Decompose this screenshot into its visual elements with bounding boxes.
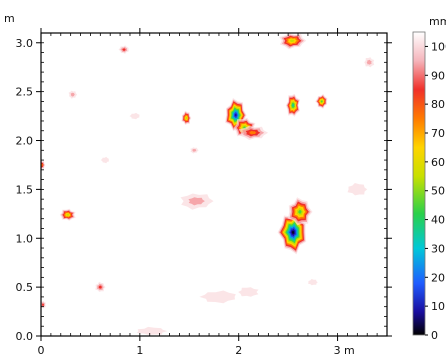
colorbar-tick-label: 80: [431, 98, 445, 111]
heatmap-feature: [59, 208, 76, 221]
colorbar-tick-label: 20: [431, 271, 445, 284]
axis-ticks: 0 1 2 3 m 0.0 0.5 1.0 1.5 2.0 2.5 3.0: [16, 28, 392, 356]
heatmap-contour: [290, 39, 295, 43]
heatmap-contour: [41, 303, 44, 306]
heatmap-contour: [188, 197, 205, 206]
heatmap-contour: [129, 112, 140, 120]
y-tick-label: 3.0: [16, 37, 34, 50]
heatmap-feature: [238, 125, 269, 140]
heatmap-feature: [288, 197, 313, 226]
y-tick-label: 2.5: [16, 86, 34, 99]
colorbar-tick-label: 70: [431, 127, 445, 140]
heatmap-contour: [291, 230, 295, 235]
x-tick-label: 0: [38, 344, 45, 356]
y-tick-label: 1.5: [16, 183, 34, 196]
heatmap-feature: [285, 93, 301, 117]
colorbar-scale: [412, 31, 426, 336]
heatmap-feature: [347, 183, 368, 196]
colorbar-tick-label: 0: [431, 329, 438, 342]
y-tick-label: 0.0: [16, 330, 34, 343]
heatmap-feature: [181, 110, 192, 125]
heatmap-contour: [292, 103, 294, 107]
heatmap-contour: [234, 113, 237, 117]
heatmap-feature: [100, 156, 109, 164]
heatmap-feature: [95, 281, 106, 292]
colorbar-unit: mm: [429, 15, 446, 28]
heatmap-contour: [192, 148, 197, 152]
heatmap-contour: [347, 183, 368, 196]
heatmap-feature: [315, 93, 328, 109]
colorbar: mm 0 10 20 30 40 50 60 70 80 90 100: [412, 15, 446, 342]
heatmap-features: [41, 33, 375, 335]
heatmap-feature: [225, 98, 247, 132]
heatmap-feature: [118, 45, 129, 54]
heatmap-contour: [298, 209, 302, 214]
heatmap-feature: [129, 112, 140, 120]
heatmap-contour: [185, 116, 188, 120]
plot-background: [41, 33, 387, 336]
y-tick-label: 2.0: [16, 135, 34, 148]
heatmap-feature: [190, 147, 199, 154]
heatmap-contour: [122, 48, 126, 51]
heatmap-contour: [100, 156, 109, 164]
heatmap-feature: [238, 287, 259, 297]
heatmap-contour: [308, 279, 318, 286]
heatmap-contour: [98, 285, 102, 289]
heatmap-contour: [249, 130, 257, 135]
heatmap-contour: [199, 290, 236, 304]
heatmap-contour: [70, 92, 75, 97]
heatmap-feature: [279, 33, 307, 50]
x-tick-label: 3 m: [334, 344, 355, 356]
heatmap-contour: [366, 59, 372, 65]
x-tick-label: 2: [235, 344, 242, 356]
y-axis-unit: m: [4, 12, 15, 25]
colorbar-tick-label: 30: [431, 242, 445, 255]
colorbar-tick-label: 50: [431, 185, 445, 198]
colorbar-tick-label: 90: [431, 69, 445, 82]
heatmap-contour: [136, 326, 168, 335]
heatmap-feature: [180, 193, 214, 210]
heatmap-feature: [364, 57, 375, 68]
y-tick-label: 1.0: [16, 232, 34, 245]
heatmap-contour: [66, 213, 69, 216]
colorbar-tick-label: 10: [431, 300, 445, 313]
heatmap-feature: [68, 90, 78, 99]
heatmap-contour: [238, 287, 259, 297]
x-tick-label: 1: [136, 344, 143, 356]
heatmap-contour: [320, 100, 323, 103]
colorbar-ticks: 0 10 20 30 40 50 60 70 80 90 100: [425, 40, 446, 342]
colorbar-tick-label: 40: [431, 214, 445, 227]
colorbar-tick-label: 60: [431, 156, 445, 169]
heatmap-feature: [199, 290, 236, 304]
colorbar-tick-label: 100: [431, 40, 446, 53]
plot-frame: [40, 32, 388, 337]
heatmap-feature: [308, 279, 318, 286]
heatmap-feature: [136, 326, 168, 335]
y-tick-label: 0.5: [16, 281, 34, 294]
